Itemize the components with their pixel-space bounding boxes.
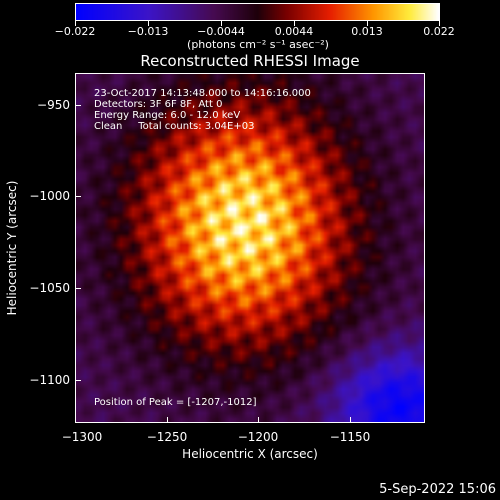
x-tick-label: −1250: [146, 430, 188, 444]
colorbar-tick-label: 0.022: [423, 25, 455, 38]
colorbar-tick: [439, 21, 440, 26]
x-tick-label: −1300: [61, 430, 103, 444]
y-tick: [75, 196, 81, 197]
y-tick: [75, 288, 81, 289]
y-tick-label: −1100: [29, 373, 70, 387]
colorbar-tick-label: −0.013: [127, 25, 169, 38]
y-tick-label: −1000: [29, 189, 70, 203]
x-tick: [350, 417, 351, 423]
colorbar-tick-label: 0.0044: [274, 25, 314, 38]
colorbar-tick: [221, 21, 222, 26]
rhessi-image: [76, 74, 424, 422]
y-tick: [75, 380, 81, 381]
time-range-text: 23-Oct-2017 14:13:48.000 to 14:16:16.000: [94, 88, 311, 99]
x-tick-label: −1150: [329, 430, 371, 444]
image-frame: [75, 73, 425, 423]
colorbar-tick-label: −0.022: [54, 25, 96, 38]
date-stamp: 5-Sep-2022 15:06: [379, 482, 496, 497]
colorbar-tick: [294, 21, 295, 26]
colorbar-tick: [75, 21, 76, 26]
x-tick: [258, 417, 259, 423]
plot-title: Reconstructed RHESSI Image: [140, 52, 360, 70]
colorbar-units: (photons cm⁻² s⁻¹ asec⁻²): [187, 38, 329, 51]
x-tick: [75, 417, 76, 423]
y-axis-label: Heliocentric Y (arcsec): [5, 180, 19, 316]
y-tick-label: −950: [37, 98, 70, 112]
peak-position-text: Position of Peak = [-1207,-1012]: [94, 397, 257, 408]
x-tick-label: −1200: [237, 430, 279, 444]
detectors-text: Detectors: 3F 6F 8F, Att 0: [94, 99, 223, 110]
energy-range-text: Energy Range: 6.0 - 12.0 keV: [94, 110, 241, 121]
x-tick: [167, 417, 168, 423]
y-tick: [75, 105, 81, 106]
colorbar-tick: [367, 21, 368, 26]
y-tick-label: −1050: [29, 281, 70, 295]
clean-counts-text: Clean Total counts: 3.04E+03: [94, 121, 255, 132]
colorbar: [75, 3, 440, 21]
colorbar-tick: [148, 21, 149, 26]
colorbar-tick-label: −0.0044: [197, 25, 245, 38]
colorbar-tick-label: 0.013: [351, 25, 383, 38]
x-axis-label: Heliocentric X (arcsec): [182, 447, 318, 461]
